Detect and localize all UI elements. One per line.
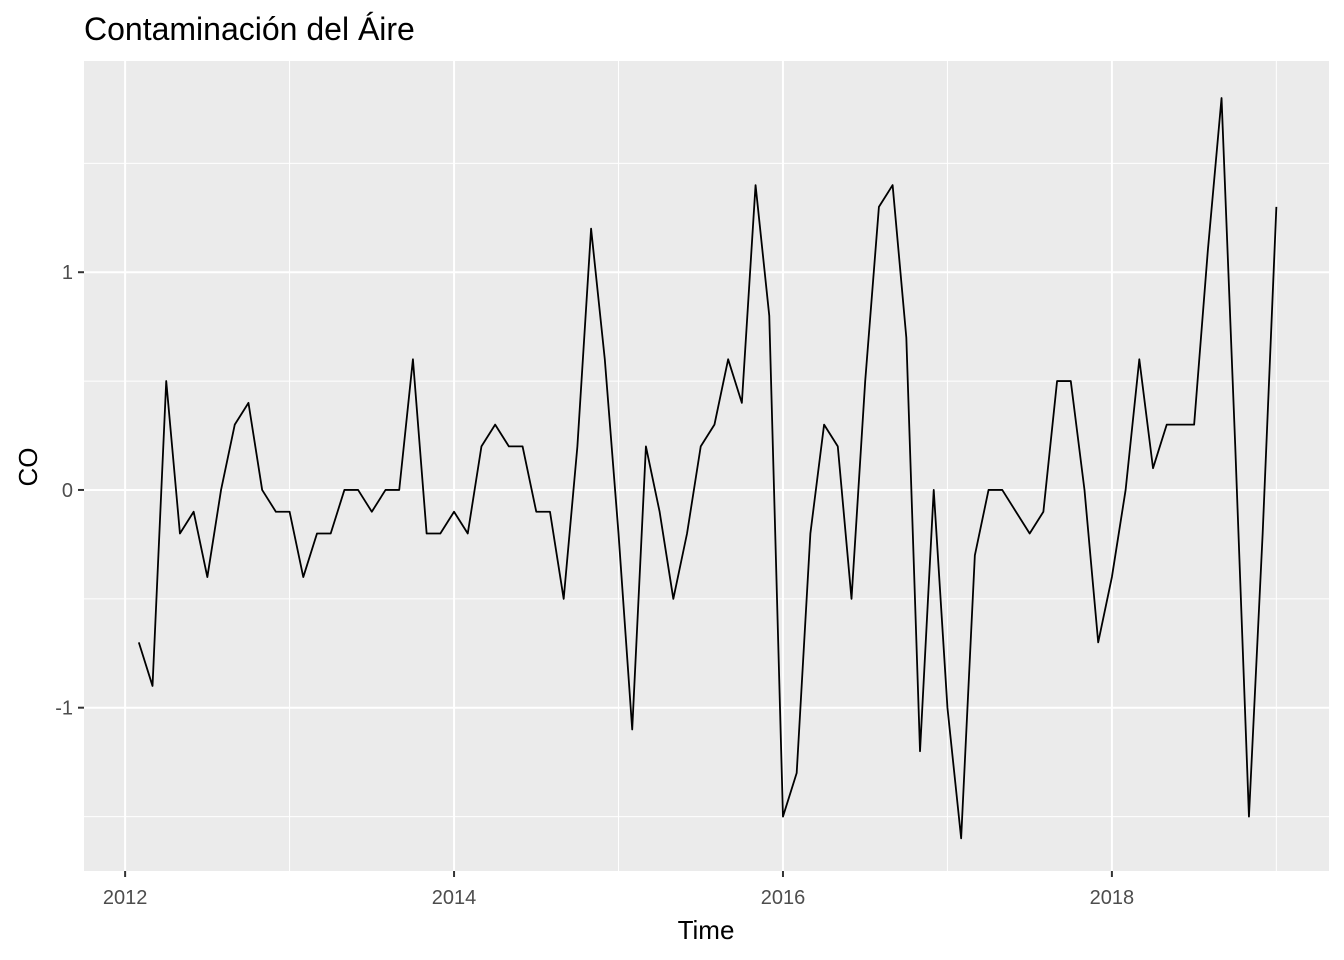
plot-panel xyxy=(84,61,1329,871)
y-tick-label: 1 xyxy=(62,262,73,284)
y-tick-label: -1 xyxy=(55,698,73,720)
x-tick-label: 2016 xyxy=(761,887,806,909)
grid-major xyxy=(84,61,1329,871)
x-axis-ticks: 2012 2014 2016 2018 xyxy=(103,871,1134,909)
chart-title: Contaminación del Áire xyxy=(84,11,415,47)
x-tick-label: 2014 xyxy=(432,887,477,909)
series-line xyxy=(137,97,1278,840)
x-axis-title: Time xyxy=(678,915,735,945)
y-axis-ticks: -1 0 1 xyxy=(55,262,84,720)
x-tick-label: 2012 xyxy=(103,887,148,909)
grid-minor xyxy=(84,61,1329,871)
x-tick-label: 2018 xyxy=(1090,887,1135,909)
y-tick-label: 0 xyxy=(62,480,73,502)
y-axis-title: CO xyxy=(13,448,43,487)
